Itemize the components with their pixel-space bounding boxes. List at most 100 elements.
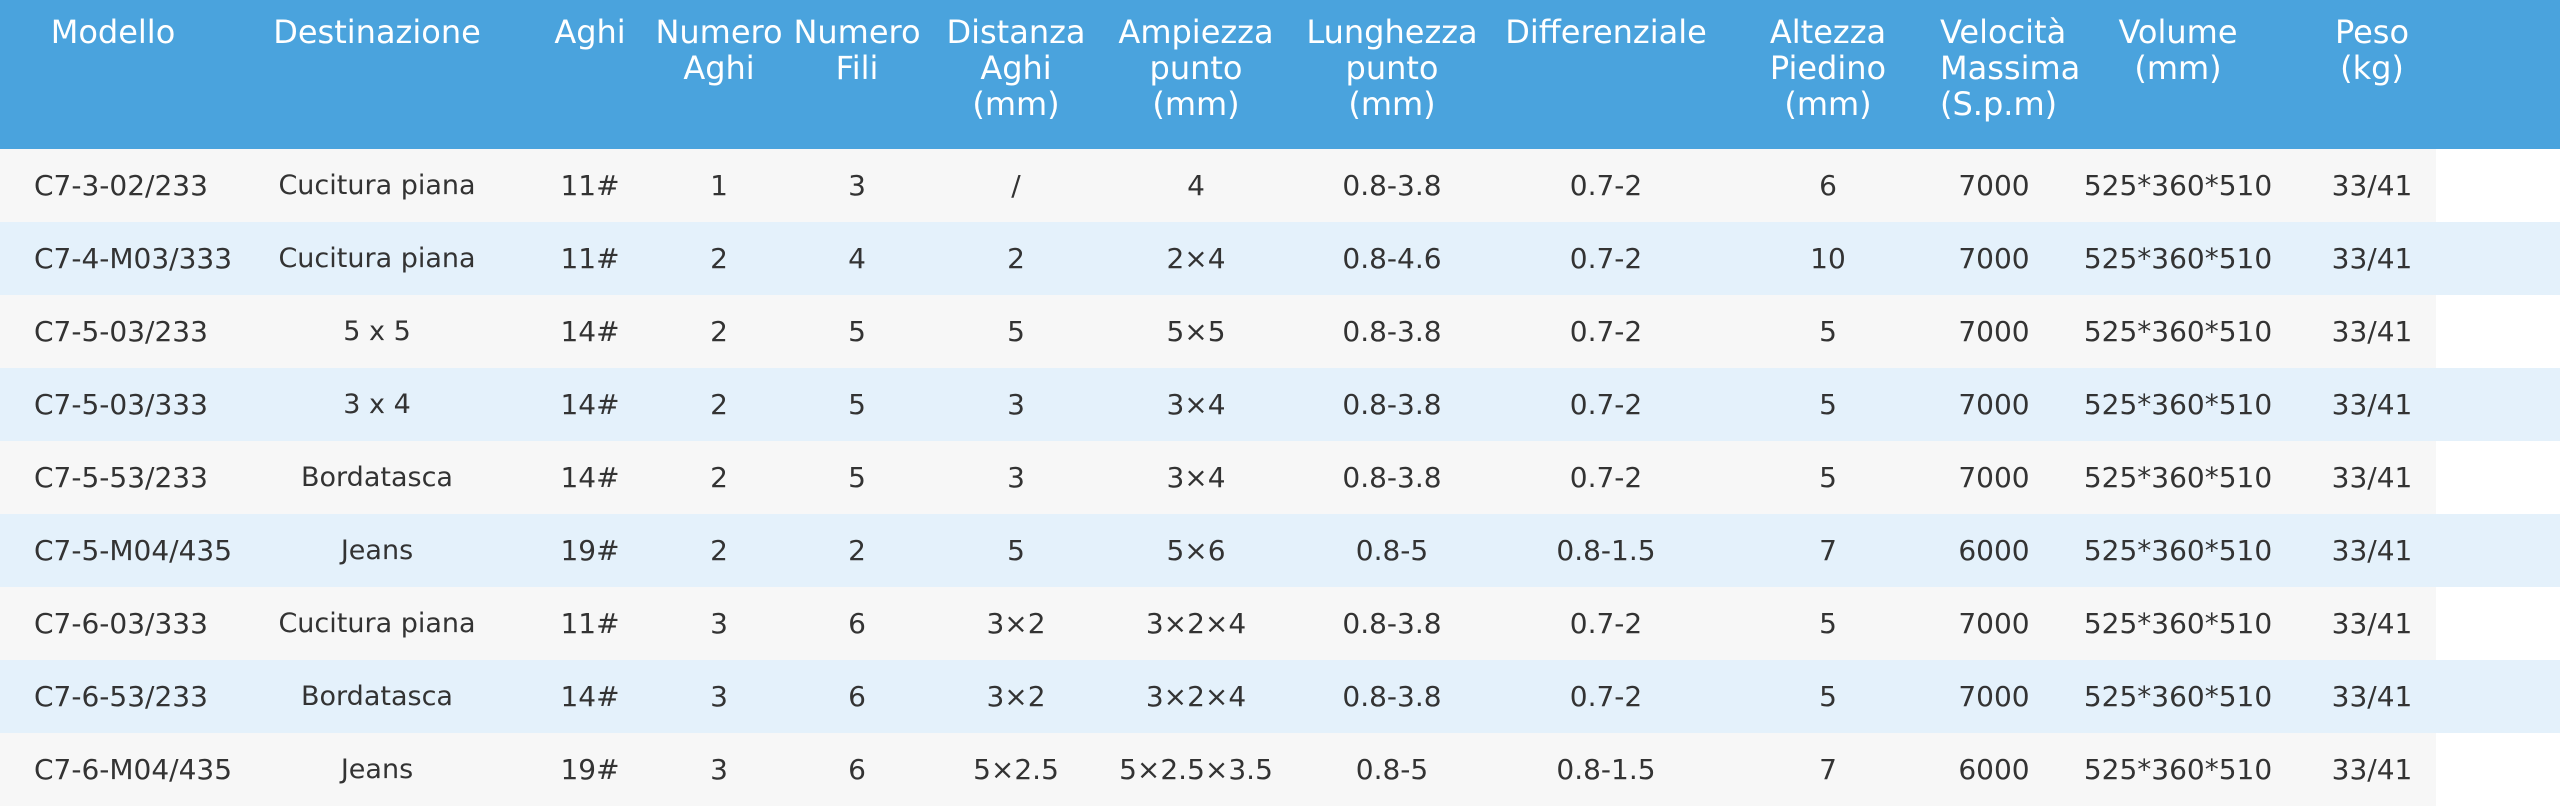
cell-destinazione: 5 x 5 <box>343 316 411 347</box>
cell-volume: 525*360*510 <box>2083 753 2273 786</box>
cell-peso: 33/41 <box>2331 753 2413 786</box>
cell-differenziale: 0.8-1.5 <box>1556 534 1656 567</box>
cell-aghi: 14# <box>560 315 620 348</box>
row-edge <box>2436 222 2560 295</box>
cell-ampiezza-punto: 2×4 <box>1166 242 1226 275</box>
cell-differenziale: 0.7-2 <box>1569 315 1643 348</box>
cell-lunghezza-punto: 0.8-5 <box>1355 534 1429 567</box>
cell-peso: 33/41 <box>2331 315 2413 348</box>
cell-differenziale: 0.7-2 <box>1569 169 1643 202</box>
row-edge <box>2436 368 2560 441</box>
cell-destinazione: Cucitura piana <box>278 170 476 201</box>
cell-modello: C7-6-03/333 <box>34 607 208 640</box>
cell-velocita-massima: 6000 <box>1958 534 2030 567</box>
cell-distanza-aghi: 2 <box>1007 242 1025 275</box>
cell-aghi: 14# <box>560 680 620 713</box>
cell-volume: 525*360*510 <box>2083 534 2273 567</box>
cell-numero-aghi: 2 <box>710 315 728 348</box>
cell-altezza-piedino: 7 <box>1819 534 1837 567</box>
cell-volume: 525*360*510 <box>2083 315 2273 348</box>
header-lunghezza-punto: Lunghezza punto (mm) <box>1306 13 1478 123</box>
cell-numero-aghi: 2 <box>710 461 728 494</box>
cell-lunghezza-punto: 0.8-3.8 <box>1342 680 1442 713</box>
cell-numero-aghi: 2 <box>710 242 728 275</box>
cell-numero-fili: 3 <box>848 169 866 202</box>
cell-differenziale: 0.7-2 <box>1569 388 1643 421</box>
cell-ampiezza-punto: 3×2×4 <box>1145 607 1247 640</box>
cell-altezza-piedino: 7 <box>1819 753 1837 786</box>
table-row: C7-6-53/233 Bordatasca 14# 3 6 3×2 3×2×4 0.8-3.… <box>0 660 2560 733</box>
cell-destinazione: Cucitura piana <box>278 243 476 274</box>
header-velocita-massima: Velocità Massima (S.p.m) <box>1940 13 2081 123</box>
cell-distanza-aghi: / <box>1011 169 1021 202</box>
cell-peso: 33/41 <box>2331 169 2413 202</box>
header-row: Modello Destinazione Aghi Numero Aghi Nu… <box>0 0 2560 149</box>
cell-ampiezza-punto: 5×5 <box>1166 315 1226 348</box>
header-altezza-piedino: Altezza Piedino (mm) <box>1769 13 1887 123</box>
cell-destinazione: Bordatasca <box>301 462 453 493</box>
cell-lunghezza-punto: 0.8-3.8 <box>1342 607 1442 640</box>
cell-velocita-massima: 7000 <box>1958 607 2030 640</box>
row-edge <box>2436 587 2560 660</box>
cell-altezza-piedino: 6 <box>1819 169 1837 202</box>
cell-destinazione: Cucitura piana <box>278 608 476 639</box>
cell-distanza-aghi: 5 <box>1007 534 1025 567</box>
row-edge <box>2436 660 2560 733</box>
cell-numero-aghi: 2 <box>710 534 728 567</box>
cell-peso: 33/41 <box>2331 680 2413 713</box>
cell-destinazione: 3 x 4 <box>343 389 411 420</box>
cell-lunghezza-punto: 0.8-3.8 <box>1342 169 1442 202</box>
cell-modello: C7-4-M03/333 <box>34 242 233 275</box>
row-edge <box>2436 295 2560 368</box>
cell-velocita-massima: 7000 <box>1958 315 2030 348</box>
cell-modello: C7-5-M04/435 <box>34 534 233 567</box>
cell-numero-fili: 5 <box>848 461 866 494</box>
cell-velocita-massima: 7000 <box>1958 388 2030 421</box>
cell-altezza-piedino: 5 <box>1819 461 1837 494</box>
cell-ampiezza-punto: 5×2.5×3.5 <box>1119 753 1273 786</box>
table-row: C7-5-M04/435 Jeans 19# 2 2 5 5×6 0.8-5 0.8-1.5 7 6… <box>0 514 2560 587</box>
cell-aghi: 14# <box>560 388 620 421</box>
cell-distanza-aghi: 3 <box>1007 461 1025 494</box>
header-numero-fili: Numero Fili <box>793 13 921 87</box>
cell-distanza-aghi: 5 <box>1007 315 1025 348</box>
cell-lunghezza-punto: 0.8-3.8 <box>1342 461 1442 494</box>
cell-modello: C7-5-03/233 <box>34 315 208 348</box>
cell-peso: 33/41 <box>2331 242 2413 275</box>
cell-numero-fili: 2 <box>848 534 866 567</box>
cell-ampiezza-punto: 4 <box>1187 169 1205 202</box>
header-aghi: Aghi <box>554 13 626 51</box>
cell-volume: 525*360*510 <box>2083 169 2273 202</box>
cell-ampiezza-punto: 5×6 <box>1166 534 1226 567</box>
cell-numero-aghi: 3 <box>710 607 728 640</box>
cell-destinazione: Bordatasca <box>301 681 453 712</box>
cell-aghi: 11# <box>560 242 620 275</box>
cell-modello: C7-3-02/233 <box>34 169 208 202</box>
header-destinazione: Destinazione <box>273 13 481 51</box>
cell-aghi: 11# <box>560 169 620 202</box>
cell-ampiezza-punto: 3×2×4 <box>1145 680 1247 713</box>
cell-modello: C7-5-03/333 <box>34 388 208 421</box>
cell-volume: 525*360*510 <box>2083 242 2273 275</box>
cell-modello: C7-5-53/233 <box>34 461 208 494</box>
cell-numero-fili: 5 <box>848 315 866 348</box>
header-numero-aghi: Numero Aghi <box>655 13 783 87</box>
cell-ampiezza-punto: 3×4 <box>1166 388 1226 421</box>
cell-numero-aghi: 3 <box>710 753 728 786</box>
cell-differenziale: 0.7-2 <box>1569 680 1643 713</box>
cell-numero-aghi: 2 <box>710 388 728 421</box>
cell-modello: C7-6-M04/435 <box>34 753 233 786</box>
cell-numero-fili: 4 <box>848 242 866 275</box>
cell-lunghezza-punto: 0.8-3.8 <box>1342 388 1442 421</box>
cell-differenziale: 0.7-2 <box>1569 242 1643 275</box>
cell-distanza-aghi: 3×2 <box>986 680 1046 713</box>
cell-peso: 33/41 <box>2331 607 2413 640</box>
cell-aghi: 19# <box>560 534 620 567</box>
cell-altezza-piedino: 5 <box>1819 315 1837 348</box>
table-row: C7-6-03/333 Cucitura piana 11# 3 6 3×2 3×2×4 0.… <box>0 587 2560 660</box>
cell-numero-fili: 6 <box>848 680 866 713</box>
cell-numero-fili: 6 <box>848 607 866 640</box>
cell-altezza-piedino: 5 <box>1819 388 1837 421</box>
table-row: C7-6-M04/435 Jeans 19# 3 6 5×2.5 5×2.5×3.5 0.8-… <box>0 733 2560 806</box>
